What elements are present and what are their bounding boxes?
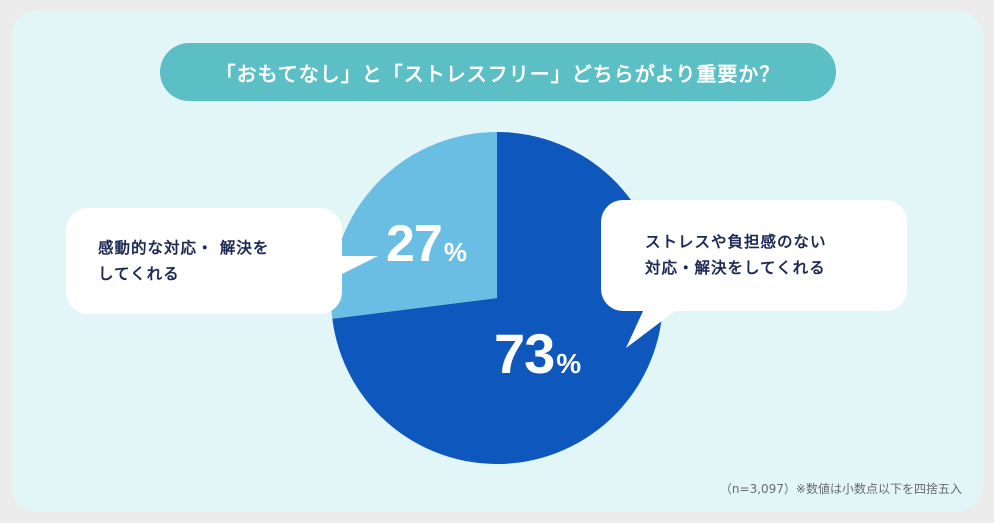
callout-left-line2: してくれる [98,265,180,283]
callout-right: ストレスや負担感のない 対応・解決をしてくれる [601,200,907,311]
data-label-27-value: 27 [386,215,443,273]
data-label-73-unit: % [556,348,582,379]
data-label-73-value: 73 [494,322,555,385]
callout-left: 感動的な対応・ 解決を してくれる [66,208,342,314]
callout-right-line1: ストレスや負担感のない [645,233,827,251]
data-label-73: 73% [494,326,581,382]
callout-right-line2: 対応・解決をしてくれる [645,259,826,277]
footnote: （n=3,097）※数値は小数点以下を四捨五入 [719,482,962,496]
chart-title: 「おもてなし」と「ストレスフリー」どちらがより重要か？ [160,43,836,101]
callout-left-line1: 感動的な対応・ 解決を [98,239,270,257]
pie-slice-73 [332,132,664,464]
data-label-27: 27% [386,218,467,270]
pie-slice-27 [331,132,497,319]
data-label-27-unit: % [443,237,467,267]
callout-left-tail [333,256,378,276]
